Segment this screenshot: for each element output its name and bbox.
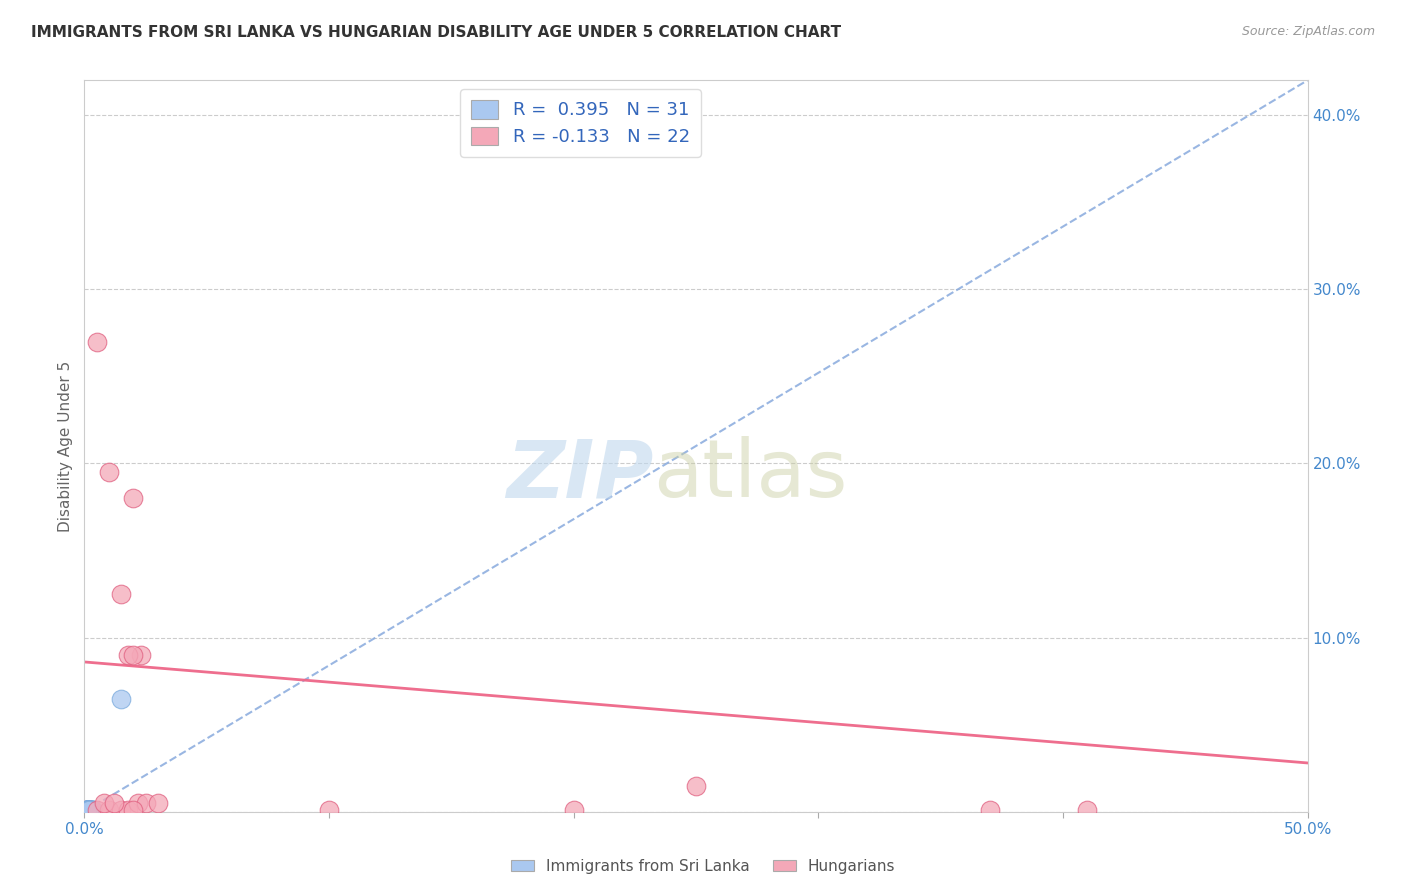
Point bbox=[93, 796, 115, 810]
Point bbox=[110, 587, 132, 601]
Point bbox=[76, 803, 98, 817]
Point bbox=[77, 803, 100, 817]
Point bbox=[122, 491, 145, 506]
Point bbox=[103, 796, 125, 810]
Point bbox=[77, 803, 100, 817]
Point bbox=[80, 803, 103, 817]
Point bbox=[80, 803, 103, 817]
Point bbox=[122, 648, 145, 662]
Point bbox=[979, 803, 1001, 817]
Point bbox=[86, 803, 108, 817]
Text: IMMIGRANTS FROM SRI LANKA VS HUNGARIAN DISABILITY AGE UNDER 5 CORRELATION CHART: IMMIGRANTS FROM SRI LANKA VS HUNGARIAN D… bbox=[31, 25, 841, 40]
Legend: Immigrants from Sri Lanka, Hungarians: Immigrants from Sri Lanka, Hungarians bbox=[505, 853, 901, 880]
Point bbox=[77, 803, 100, 817]
Point bbox=[76, 803, 98, 817]
Point bbox=[127, 796, 149, 810]
Point bbox=[76, 803, 98, 817]
Point bbox=[77, 803, 100, 817]
Point bbox=[76, 803, 98, 817]
Text: atlas: atlas bbox=[654, 436, 848, 515]
Point bbox=[77, 803, 100, 817]
Point bbox=[76, 803, 98, 817]
Point bbox=[146, 796, 169, 810]
Point bbox=[129, 648, 152, 662]
Point bbox=[77, 803, 100, 817]
Point bbox=[97, 803, 120, 817]
Point bbox=[76, 803, 98, 817]
Point bbox=[77, 803, 100, 817]
Point bbox=[117, 648, 139, 662]
Point bbox=[685, 779, 707, 793]
Point bbox=[76, 803, 98, 817]
Point bbox=[77, 803, 100, 817]
Point bbox=[80, 803, 103, 817]
Point bbox=[80, 803, 103, 817]
Text: ZIP: ZIP bbox=[506, 436, 654, 515]
Point bbox=[110, 691, 132, 706]
Point bbox=[86, 334, 108, 349]
Point bbox=[77, 803, 100, 817]
Point bbox=[76, 803, 98, 817]
Legend: R =  0.395   N = 31, R = -0.133   N = 22: R = 0.395 N = 31, R = -0.133 N = 22 bbox=[460, 89, 700, 157]
Point bbox=[97, 465, 120, 479]
Point bbox=[77, 803, 100, 817]
Point bbox=[80, 803, 103, 817]
Text: Source: ZipAtlas.com: Source: ZipAtlas.com bbox=[1241, 25, 1375, 38]
Point bbox=[1076, 803, 1098, 817]
Point bbox=[76, 803, 98, 817]
Point bbox=[76, 803, 98, 817]
Point bbox=[77, 803, 100, 817]
Point bbox=[80, 803, 103, 817]
Point bbox=[77, 803, 100, 817]
Point bbox=[122, 803, 145, 817]
Point bbox=[562, 803, 585, 817]
Point bbox=[77, 803, 100, 817]
Point bbox=[117, 803, 139, 817]
Point bbox=[135, 796, 157, 810]
Point bbox=[76, 803, 98, 817]
Point bbox=[318, 803, 340, 817]
Point bbox=[110, 803, 132, 817]
Y-axis label: Disability Age Under 5: Disability Age Under 5 bbox=[58, 360, 73, 532]
